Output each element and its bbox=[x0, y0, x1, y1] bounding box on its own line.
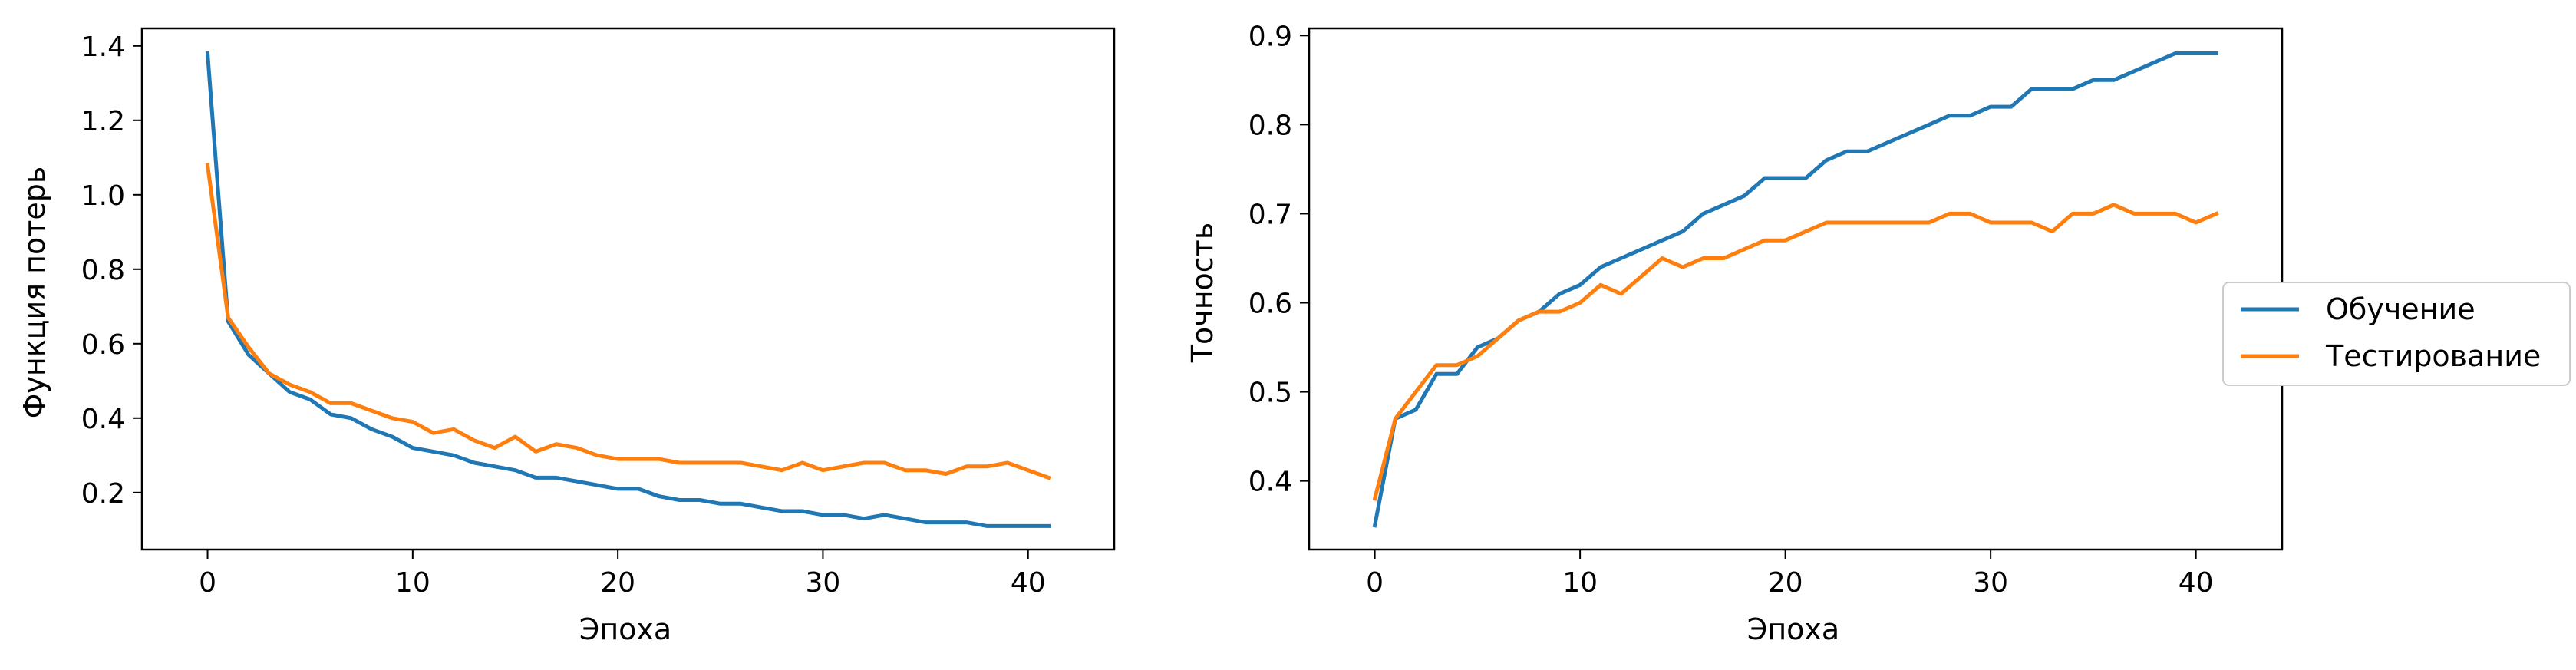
legend-label-test: Тестирование bbox=[2325, 339, 2541, 373]
chart1-y-tick-label: 0.6 bbox=[1248, 288, 1292, 319]
chart0-x-tick-label: 10 bbox=[395, 567, 430, 599]
chart0-y-tick-label: 1.2 bbox=[81, 106, 125, 137]
chart1-y-tick-label: 0.9 bbox=[1248, 21, 1292, 52]
legend-frame bbox=[2222, 282, 2571, 386]
chart1-y-tick-label: 0.7 bbox=[1248, 199, 1292, 230]
chart0-x-tick-label: 30 bbox=[806, 567, 841, 599]
chart0-y-tick-label: 0.2 bbox=[81, 478, 125, 510]
chart0-series-1-line bbox=[205, 163, 1051, 480]
chart1-x-tick-label: 20 bbox=[1768, 567, 1803, 599]
chart0-series-0-line bbox=[205, 51, 1051, 528]
chart1-plot-frame bbox=[1308, 27, 2284, 551]
chart1-x-tick-label: 10 bbox=[1562, 567, 1598, 599]
chart0-y-tick-label: 0.4 bbox=[81, 404, 125, 435]
chart1-x-tick-label: 40 bbox=[2179, 567, 2214, 599]
loss-chart: 0 10 20 30 40 0.2 0.4 0.6 0.8 1.0 1.2 1.4 Эпоха Фун… bbox=[18, 27, 1116, 646]
chart1-y-tick-label: 0.5 bbox=[1248, 378, 1292, 409]
chart1-y-tick-label: 0.8 bbox=[1248, 110, 1292, 141]
loss-chart-xlabel: Эпоха bbox=[579, 612, 671, 646]
chart1-x-tick-label: 0 bbox=[1366, 567, 1384, 599]
chart1-y-tick-label: 0.4 bbox=[1248, 467, 1292, 498]
chart0-x-tick-label: 0 bbox=[199, 567, 216, 599]
chart1-x-tick-label: 30 bbox=[1973, 567, 2008, 599]
legend-label-train: Обучение bbox=[2326, 292, 2475, 326]
legend: Обучение Тестирование bbox=[2222, 282, 2571, 386]
chart0-y-tick-label: 0.6 bbox=[81, 329, 125, 361]
loss-chart-ylabel: Функция потерь bbox=[18, 167, 51, 419]
chart0-y-tick-label: 1.4 bbox=[81, 31, 125, 63]
chart0-x-tick-label: 20 bbox=[600, 567, 635, 599]
chart1-series-1-line bbox=[1372, 203, 2219, 501]
accuracy-chart-xlabel: Эпоха bbox=[1747, 612, 1839, 646]
chart0-y-tick-label: 1.0 bbox=[81, 180, 125, 212]
accuracy-chart-ylabel: Точность bbox=[1186, 223, 1219, 363]
chart0-x-tick-label: 40 bbox=[1011, 567, 1046, 599]
accuracy-chart: 0 10 20 30 40 0.4 0.5 0.6 0.7 0.8 0.9 Эпоха Точнос… bbox=[1186, 21, 2284, 646]
chart0-y-tick-label: 0.8 bbox=[81, 255, 125, 286]
chart0-plot-frame bbox=[140, 27, 1116, 551]
chart1-series-0-line bbox=[1372, 51, 2218, 528]
